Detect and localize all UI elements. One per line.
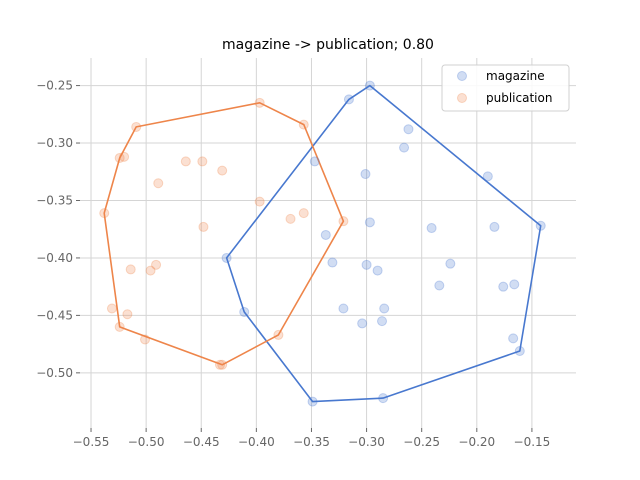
point-magazine — [343, 94, 354, 105]
point-magazine — [508, 333, 519, 344]
hull-magazine — [225, 84, 542, 403]
point-magazine — [364, 80, 375, 91]
point-magazine — [426, 223, 437, 234]
point-publication — [153, 178, 164, 189]
point-magazine — [377, 316, 388, 327]
x-tick-label: −0.35 — [293, 435, 330, 449]
point-magazine — [307, 396, 318, 407]
point-magazine — [327, 257, 338, 268]
point-publication — [197, 156, 208, 167]
x-tick-label: −0.50 — [128, 435, 165, 449]
x-tick-label: −0.20 — [458, 435, 495, 449]
point-publication — [140, 334, 151, 345]
point-magazine — [378, 393, 389, 404]
point-publication — [122, 309, 133, 320]
grid — [80, 58, 576, 428]
point-magazine — [320, 229, 331, 240]
point-magazine — [434, 280, 445, 291]
point-publication — [99, 208, 110, 219]
point-magazine — [498, 281, 509, 292]
point-magazine — [357, 318, 368, 329]
point-publication — [254, 196, 265, 207]
y-tick-label: −0.25 — [36, 79, 73, 93]
point-magazine — [360, 169, 371, 180]
point-magazine — [239, 306, 250, 317]
point-magazine — [364, 217, 375, 228]
y-tick-label: −0.30 — [36, 136, 73, 150]
legend-label-publication: publication — [486, 91, 552, 105]
legend-marker-publication — [457, 93, 467, 103]
point-magazine — [535, 220, 546, 231]
chart-title: magazine -> publication; 0.80 — [222, 37, 434, 53]
point-magazine — [221, 252, 232, 263]
y-tick-label: −0.40 — [36, 251, 73, 265]
point-publication — [125, 264, 136, 275]
point-magazine — [489, 221, 500, 232]
y-tick-label: −0.50 — [36, 366, 73, 380]
legend-label-magazine: magazine — [486, 69, 545, 83]
point-magazine — [399, 142, 410, 153]
point-magazine — [379, 303, 390, 314]
point-publication — [214, 359, 225, 370]
point-magazine — [372, 265, 383, 276]
point-magazine — [482, 171, 493, 182]
point-publication — [285, 213, 296, 224]
point-publication — [151, 259, 162, 270]
point-publication — [338, 216, 349, 227]
legend-marker-magazine — [457, 71, 467, 81]
point-publication — [217, 165, 228, 176]
point-publication — [106, 303, 117, 314]
points-layer — [99, 80, 546, 407]
hull-publication — [103, 102, 345, 366]
y-tick-label: −0.35 — [36, 193, 73, 207]
point-magazine — [403, 124, 414, 135]
x-tick-label: −0.25 — [403, 435, 440, 449]
legend-box — [441, 64, 570, 112]
point-magazine — [445, 258, 456, 269]
y-tick-label: −0.45 — [36, 308, 73, 322]
point-magazine — [338, 303, 349, 314]
point-publication — [119, 151, 130, 162]
x-tick-label: −0.45 — [183, 435, 220, 449]
point-magazine — [509, 279, 520, 290]
point-publication — [180, 156, 191, 167]
point-publication — [131, 121, 142, 132]
point-publication — [273, 329, 284, 340]
point-magazine — [309, 156, 320, 167]
x-tick-label: −0.15 — [514, 435, 551, 449]
y-axis: −0.25 −0.30 −0.35 −0.40 −0.45 −0.50 — [36, 79, 80, 380]
point-publication — [217, 359, 228, 370]
legend: magazine publication — [441, 64, 570, 112]
point-publication — [298, 208, 309, 219]
point-magazine — [361, 259, 372, 270]
x-tick-label: −0.40 — [238, 435, 275, 449]
hull-layer — [103, 84, 542, 403]
point-magazine — [514, 346, 525, 357]
point-publication — [114, 152, 125, 163]
point-publication — [145, 265, 156, 276]
x-tick-label: −0.30 — [348, 435, 385, 449]
point-publication — [254, 97, 265, 108]
point-publication — [298, 119, 309, 130]
x-axis: −0.55 −0.50 −0.45 −0.40 −0.35 −0.30 −0.25 −0.20… — [73, 428, 551, 449]
x-tick-label: −0.55 — [73, 435, 110, 449]
point-publication — [114, 321, 125, 332]
point-publication — [198, 221, 209, 232]
